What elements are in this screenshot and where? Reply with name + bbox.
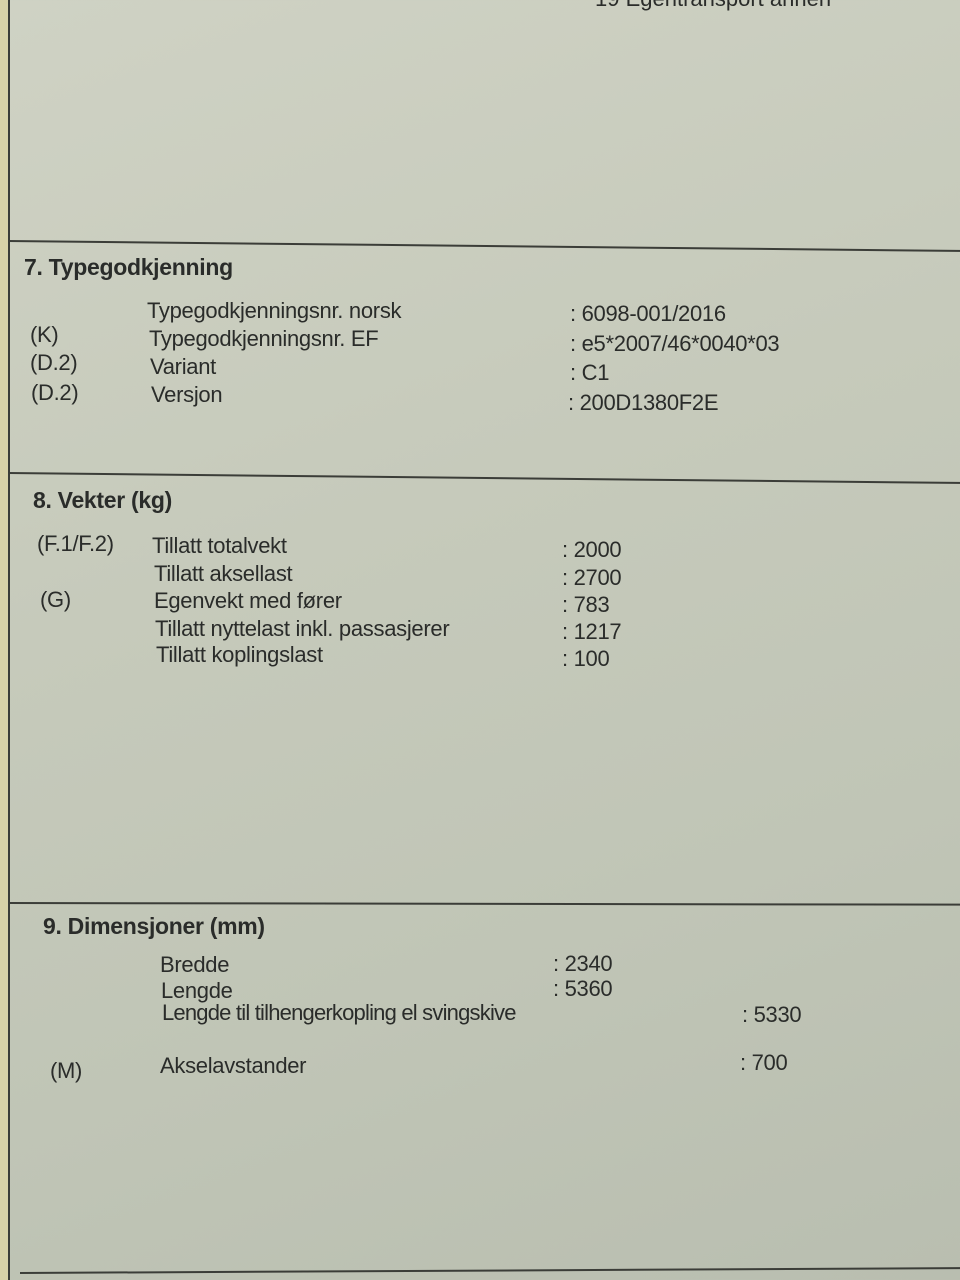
field-value: : 100 bbox=[562, 646, 610, 671]
field-label: Lengde bbox=[161, 978, 233, 1003]
field-value: : 6098-001/2016 bbox=[570, 301, 726, 326]
value-text: 5330 bbox=[753, 1002, 802, 1027]
field-value: : 783 bbox=[562, 592, 610, 617]
field-label: Akselavstander bbox=[160, 1053, 307, 1078]
value-text: 783 bbox=[573, 592, 610, 617]
field-label: Bredde bbox=[160, 952, 230, 977]
value-text: 2340 bbox=[564, 951, 613, 976]
field-value: : 1217 bbox=[562, 619, 622, 644]
value-text: C1 bbox=[581, 360, 610, 385]
divider bbox=[19, 1266, 960, 1274]
page-edge bbox=[0, 0, 10, 1280]
field-value: : C1 bbox=[570, 360, 610, 385]
value-text: 6098-001/2016 bbox=[581, 301, 726, 326]
section-title-dimensjoner: 9. Dimensjoner (mm) bbox=[43, 913, 265, 939]
divider bbox=[7, 472, 960, 485]
field-label: Egenvekt med fører bbox=[154, 588, 342, 613]
field-label: Tillatt aksellast bbox=[154, 561, 293, 586]
field-value: : e5*2007/46*0040*03 bbox=[570, 331, 780, 356]
section-title-typegodkjenning: 7. Typegodkjenning bbox=[24, 254, 233, 280]
field-label: Tillatt totalvekt bbox=[152, 533, 287, 558]
divider bbox=[7, 902, 960, 906]
field-label: Typegodkjenningsnr. norsk bbox=[147, 298, 402, 323]
field-label: Variant bbox=[150, 354, 216, 379]
value-text: 5360 bbox=[564, 976, 613, 1001]
field-code: (M) bbox=[50, 1058, 83, 1083]
field-code: (G) bbox=[40, 587, 71, 612]
value-text: 2700 bbox=[573, 565, 622, 590]
left-border bbox=[8, 0, 10, 1280]
field-label: Lengde til tilhengerkopling el svingskiv… bbox=[162, 1000, 516, 1025]
field-code: (F.1/F.2) bbox=[37, 531, 114, 556]
top-fragment-text: 19 Egentransport annen bbox=[595, 0, 831, 12]
field-label: Tillatt koplingslast bbox=[156, 642, 323, 667]
divider bbox=[7, 240, 960, 253]
value-text: e5*2007/46*0040*03 bbox=[581, 331, 780, 356]
value-text: 1217 bbox=[573, 619, 622, 644]
value-text: 200D1380F2E bbox=[579, 390, 719, 415]
field-code: (D.2) bbox=[31, 380, 79, 405]
field-code: (D.2) bbox=[30, 350, 78, 375]
field-value: : 2700 bbox=[562, 565, 622, 590]
field-value: : 2340 bbox=[553, 951, 613, 976]
field-value: : 200D1380F2E bbox=[568, 390, 719, 415]
value-text: 100 bbox=[573, 646, 610, 671]
field-label: Tillatt nyttelast inkl. passasjerer bbox=[155, 616, 450, 641]
field-code: (K) bbox=[30, 322, 59, 347]
section-title-vekter: 8. Vekter (kg) bbox=[33, 487, 172, 513]
field-value: : 5360 bbox=[553, 976, 613, 1001]
field-label: Typegodkjenningsnr. EF bbox=[149, 326, 379, 351]
field-value: : 700 bbox=[740, 1050, 788, 1075]
value-text: 2000 bbox=[573, 537, 622, 562]
field-value: : 2000 bbox=[562, 537, 622, 562]
field-label: Versjon bbox=[151, 382, 223, 407]
field-value: : 5330 bbox=[742, 1002, 802, 1027]
value-text: 700 bbox=[751, 1050, 788, 1075]
